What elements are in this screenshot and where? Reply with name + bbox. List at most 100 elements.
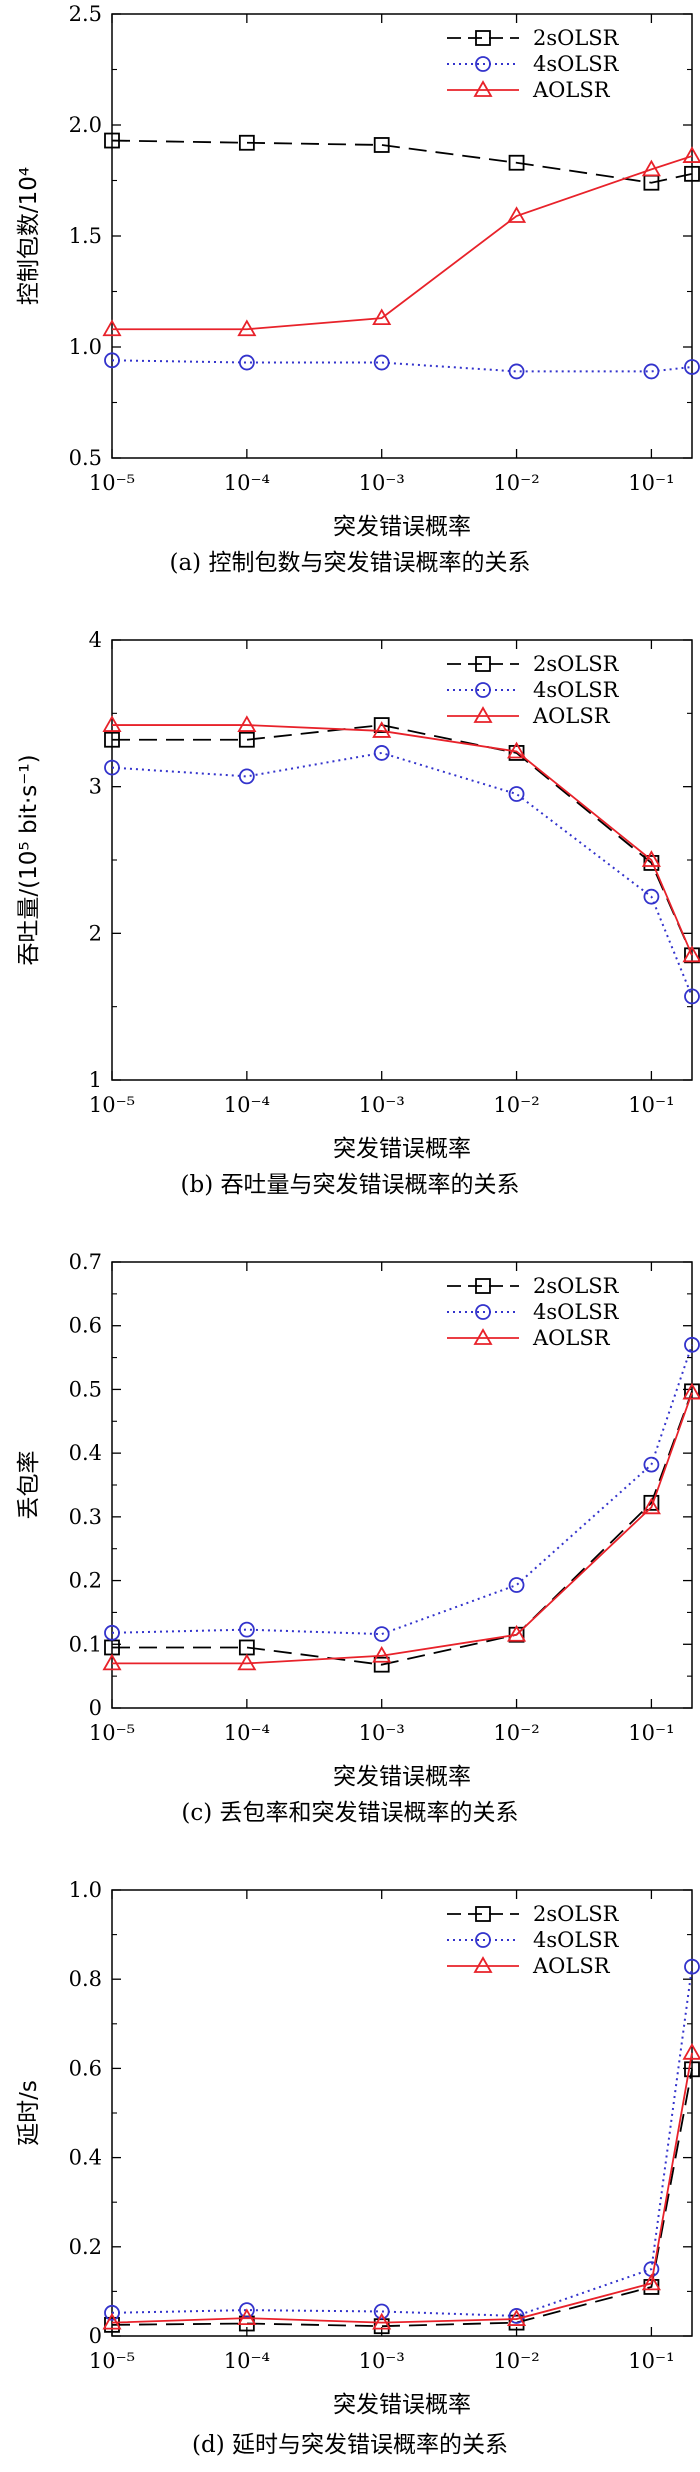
series-line xyxy=(111,2052,693,2324)
y-tick-label: 0.8 xyxy=(69,1967,102,1991)
data-point xyxy=(507,1624,527,1642)
y-axis-label: 丢包率 xyxy=(16,1451,42,1520)
x-tick-label: 10⁻² xyxy=(493,2349,539,2373)
legend-label: 2sOLSR xyxy=(533,1274,620,1298)
data-point xyxy=(641,2273,661,2291)
data-point xyxy=(684,1958,700,1975)
x-tick-label: 10⁻⁵ xyxy=(89,2349,135,2373)
data-point xyxy=(373,2303,390,2320)
data-point xyxy=(684,359,700,375)
data-point xyxy=(372,721,392,738)
series-4sOLSR xyxy=(104,1958,700,2324)
legend-marker xyxy=(473,1956,493,1973)
x-tick-label: 10⁻² xyxy=(493,1093,539,1117)
series-line xyxy=(112,1391,693,1666)
data-point xyxy=(102,2312,122,2330)
series-line xyxy=(111,2069,693,2328)
legend-marker xyxy=(475,1278,491,1294)
legend-label: 4sOLSR xyxy=(533,678,620,702)
series-line xyxy=(112,724,693,956)
legend-marker xyxy=(475,682,491,698)
figure-caption: (c) 丢包率和突发错误概率的关系 xyxy=(181,1800,518,1826)
series-line xyxy=(112,724,693,956)
series-2sOLSR xyxy=(104,1383,700,1673)
y-tick-label: 0.5 xyxy=(69,1377,102,1401)
data-point xyxy=(373,1626,390,1642)
legend-marker xyxy=(475,1304,491,1320)
data-point xyxy=(373,1656,390,1673)
data-point xyxy=(238,2302,255,2319)
series-line xyxy=(111,139,693,184)
chart-panel-3: 0 0.1 0.2 0.3 0.4 0.5 0.6 0.7 10⁻⁵ 10⁻⁴ 10⁻³ 10⁻² 10… xyxy=(16,1250,700,1826)
data-point xyxy=(237,319,257,337)
x-tick-label: 10⁻⁵ xyxy=(89,471,135,495)
data-point xyxy=(684,1336,700,1353)
y-axis-label: 吞吐量/(10⁵ bit·s⁻¹) xyxy=(16,754,42,965)
data-point xyxy=(104,2304,120,2321)
x-tick-label: 10⁻⁵ xyxy=(89,1721,135,1745)
data-point xyxy=(238,731,255,748)
y-tick-label: 0.6 xyxy=(69,2056,102,2080)
y-tick-label: 1.5 xyxy=(69,224,102,248)
chart-panel-2: 1 2 3 4 10⁻⁵ 10⁻⁴ 10⁻³ 10⁻² 10⁻¹ 突发错误概率 吞吐量/(10⁵ b… xyxy=(16,628,700,1198)
x-tick-label: 10⁻³ xyxy=(359,1093,405,1117)
data-point xyxy=(238,354,255,371)
data-point xyxy=(373,354,390,371)
x-tick-label: 10⁻⁵ xyxy=(89,1093,135,1117)
data-point xyxy=(238,1621,255,1638)
legend-marker xyxy=(473,1328,493,1345)
data-point xyxy=(373,745,390,761)
series-line xyxy=(111,359,693,373)
x-tick-label: 10⁻³ xyxy=(359,2349,405,2373)
data-point xyxy=(682,1382,700,1400)
legend-label: AOLSR xyxy=(532,1326,611,1350)
y-tick-label: 0 xyxy=(89,1696,102,1720)
y-tick-label: 1.0 xyxy=(69,1878,102,1902)
data-point xyxy=(104,2316,120,2333)
legend-marker xyxy=(473,80,493,97)
series-line xyxy=(111,1344,693,1636)
series-line xyxy=(112,155,693,331)
legend-label: AOLSR xyxy=(532,78,611,102)
series-4sOLSR xyxy=(104,1336,700,1642)
series-AOLSR xyxy=(102,146,700,337)
series-4sOLSR xyxy=(104,745,700,1005)
data-point xyxy=(373,717,390,733)
legend-label: AOLSR xyxy=(532,1954,611,1978)
data-point xyxy=(372,1645,392,1663)
data-point xyxy=(372,308,392,326)
y-tick-label: 0.3 xyxy=(69,1505,102,1529)
data-point xyxy=(641,159,661,177)
data-point xyxy=(684,988,700,1005)
data-point xyxy=(643,1494,660,1511)
legend-label: 2sOLSR xyxy=(533,1902,620,1926)
y-tick-label: 0.2 xyxy=(69,2235,102,2259)
y-axis-label: 延时/s xyxy=(16,2080,42,2146)
data-point xyxy=(104,759,120,776)
series-AOLSR xyxy=(102,715,700,963)
legend-marker xyxy=(475,1906,491,1922)
data-point xyxy=(682,945,700,963)
data-point xyxy=(682,146,700,163)
data-point xyxy=(104,132,120,149)
data-point xyxy=(102,1653,122,1671)
x-axis-label: 突发错误概率 xyxy=(333,1764,471,1790)
y-tick-label: 2.5 xyxy=(69,2,102,26)
data-point xyxy=(643,888,660,905)
x-tick-label: 10⁻³ xyxy=(359,1721,405,1745)
data-point xyxy=(104,731,120,748)
x-tick-label: 10⁻¹ xyxy=(628,1093,674,1117)
y-tick-label: 0.4 xyxy=(69,1441,102,1465)
data-point xyxy=(643,363,660,380)
data-point xyxy=(508,363,525,380)
series-line xyxy=(111,1966,693,2317)
legend-marker xyxy=(475,1932,491,1948)
data-point xyxy=(102,319,122,337)
data-point xyxy=(643,1456,660,1473)
series-2sOLSR xyxy=(104,717,700,964)
data-point xyxy=(641,1497,661,1515)
legend-label: 4sOLSR xyxy=(533,1928,620,1952)
series-AOLSR xyxy=(102,2042,700,2330)
